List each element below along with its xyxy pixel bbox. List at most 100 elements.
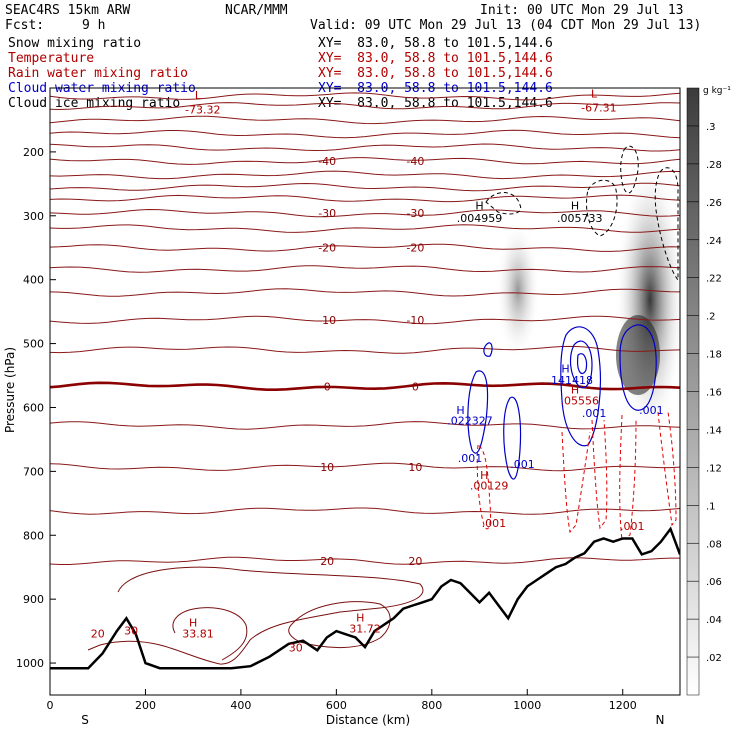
extremum-label: .004959	[457, 212, 503, 225]
y-tick-label: 300	[23, 210, 44, 223]
temperature-contour	[50, 170, 680, 180]
temperature-contour	[50, 462, 680, 472]
temperature-label: 0	[324, 380, 331, 393]
temperature-label: 10	[320, 461, 334, 474]
cloud-ice-shading	[616, 315, 660, 395]
temperature-contour	[50, 182, 680, 192]
cloud-water-contour	[619, 324, 657, 411]
x-tick-label: 800	[421, 699, 442, 712]
temperature-label: 0	[412, 380, 419, 393]
temperature-contours	[50, 92, 680, 565]
extremum-label: H	[571, 383, 579, 396]
rain-contour	[561, 431, 591, 534]
y-tick-label: 1000	[16, 657, 44, 670]
init-time: Init: 00 UTC Mon 29 Jul 13	[480, 3, 684, 18]
x-axis-label: Distance (km)	[326, 713, 410, 727]
extremum-label: .001	[639, 404, 664, 417]
rain-contours	[476, 411, 677, 541]
y-tick-label: 500	[23, 338, 44, 351]
axes: 0 200 400 600 800 1000 12002003004005006007008…	[16, 146, 637, 712]
extremum-label: 30	[124, 624, 138, 637]
forecast-label: Fcst:	[5, 18, 45, 33]
temperature-contour	[50, 243, 680, 252]
temperature-label: 10	[408, 461, 422, 474]
extremum-label: .001	[620, 520, 645, 533]
y-axis-label: Pressure (hPa)	[3, 347, 17, 433]
temperature-label: -30	[318, 207, 336, 220]
org-label: NCAR/MMM	[225, 3, 288, 18]
y-tick-label: 200	[23, 146, 44, 159]
temperature-contour	[50, 92, 680, 101]
snow-contours	[485, 145, 679, 282]
rain-contour	[619, 414, 637, 541]
extremum-label: H	[561, 362, 569, 375]
x-end-label-south: S	[81, 713, 89, 727]
temperature-label: -30	[406, 207, 424, 220]
colorbar: .02 .04 .06 .08 .1 .12 .14 .16 .18 .2 .22 .24 .26 .28…	[686, 86, 731, 696]
temperature-contour	[50, 129, 680, 139]
temperature-label: -40	[318, 155, 336, 168]
plot-frame	[49, 87, 681, 696]
temperature-contour	[50, 102, 680, 111]
temperature-label: -10	[406, 314, 424, 327]
extremum-label: .05556	[561, 394, 600, 407]
snow-contour	[485, 192, 522, 215]
temperature-contour	[50, 507, 680, 515]
rain-contour	[476, 444, 491, 530]
temperature-contour	[50, 288, 680, 297]
extremum-label: .001	[582, 407, 607, 420]
temperature-label: -10	[318, 314, 336, 327]
extremum-label: L	[195, 89, 202, 102]
temperature-label: -20	[406, 242, 424, 255]
colorbar-tick-label: .14	[706, 425, 722, 436]
colorbar-tick-label: .08	[706, 539, 722, 550]
temperature-contour	[50, 208, 680, 218]
extremum-label: .141418	[547, 374, 593, 387]
extremum-label: 20	[91, 627, 105, 640]
colorbar-tick-label: .2	[706, 312, 716, 323]
temperature-contour	[50, 381, 680, 391]
cloud-water-contour	[467, 370, 489, 454]
temperature-contour	[50, 143, 680, 152]
extremum-label: H	[475, 199, 483, 212]
colorbar-ticks: .02 .04 .06 .08 .1 .12 .14 .16 .18 .2 .22 .24 .26 .28…	[687, 122, 722, 664]
field-name-rain: Rain water mixing ratio	[8, 66, 189, 81]
rain-contour	[657, 411, 677, 527]
temperature-contour	[50, 315, 680, 325]
snow-contour	[620, 145, 639, 194]
field-xy-rain: XY= 83.0, 58.8 to 101.5,144.6	[318, 66, 553, 81]
colorbar-tick-label: .06	[706, 577, 722, 588]
x-tick-label: 1000	[513, 699, 541, 712]
y-tick-label: 900	[23, 593, 44, 606]
colorbar-tick-label: .16	[706, 388, 722, 399]
x-end-label-north: N	[656, 713, 665, 727]
cloud-water-contour	[577, 353, 588, 375]
colorbar-tick-label: .24	[706, 236, 722, 247]
colorbar-tick-label: .28	[706, 160, 722, 171]
extremum-label: L	[591, 88, 598, 101]
snow-contour	[586, 179, 618, 237]
colorbar-tick-label: .02	[706, 653, 722, 664]
model-title: SEAC4RS 15km ARW	[5, 3, 131, 18]
x-tick-label: 200	[135, 699, 156, 712]
temperature-label: 20	[320, 555, 334, 568]
colorbar-tick-label: .3	[706, 122, 716, 133]
extremum-label: H	[456, 404, 464, 417]
extremum-label: .022327	[447, 415, 493, 428]
extremum-label: H	[480, 469, 488, 482]
extremum-label: H	[356, 612, 364, 625]
temperature-label: -40	[406, 155, 424, 168]
colorbar-tick-label: .1	[706, 501, 716, 512]
surface-temperature-loop	[87, 566, 424, 665]
valid-time: Valid: 09 UTC Mon 29 Jul 13 (04 CDT Mon …	[310, 18, 702, 33]
extremum-label: .001	[482, 517, 507, 530]
y-tick-label: 700	[23, 465, 44, 478]
extremum-label: 30	[289, 642, 303, 655]
rain-contour	[591, 419, 608, 530]
extremum-label: .005733	[557, 212, 603, 225]
cloud-ice-shading	[496, 220, 540, 360]
x-tick-label: 600	[326, 699, 347, 712]
temperature-label: 20	[408, 555, 422, 568]
extremum-label: -67.31	[581, 102, 616, 115]
